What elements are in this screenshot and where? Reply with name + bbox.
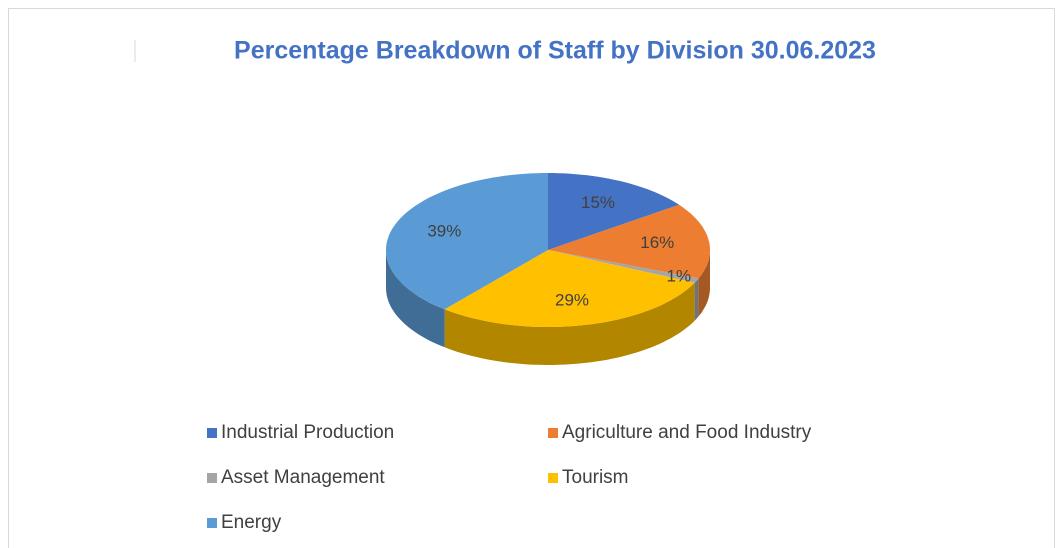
legend-swatch: [207, 428, 217, 438]
chart-title: Percentage Breakdown of Staff by Divisio…: [234, 37, 876, 65]
legend-label: Tourism: [562, 467, 629, 488]
data-label: 15%: [581, 193, 615, 212]
legend-swatch: [207, 518, 217, 528]
legend-swatch: [548, 428, 558, 438]
data-label: 39%: [427, 222, 461, 241]
data-label: 29%: [555, 291, 589, 310]
legend-swatch: [207, 473, 217, 483]
legend-label: Agriculture and Food Industry: [562, 422, 812, 443]
pie-side: [444, 282, 695, 365]
data-label: 16%: [640, 233, 674, 252]
pie-side: [386, 250, 445, 348]
pie-side: [694, 278, 699, 321]
legend-label: Energy: [221, 512, 282, 533]
pie-slice: [548, 204, 710, 279]
data-label: 1%: [667, 266, 692, 285]
pie-slice: [548, 250, 699, 283]
pie-slice: [548, 173, 680, 250]
legend-label: Asset Management: [221, 467, 385, 488]
pie-slice: [444, 250, 695, 327]
pie-slice: [386, 173, 548, 310]
legend-swatch: [548, 473, 558, 483]
legend-label: Industrial Production: [221, 422, 394, 443]
pie-side: [698, 250, 710, 317]
